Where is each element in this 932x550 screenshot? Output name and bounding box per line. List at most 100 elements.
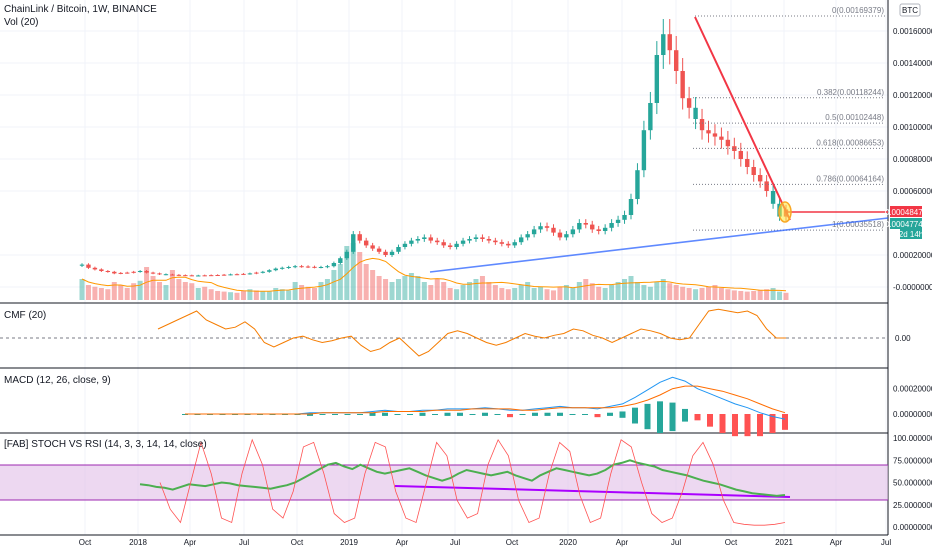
macd-histogram-bar [557, 412, 563, 416]
signal-line [185, 385, 786, 415]
candle-body [609, 223, 614, 228]
volume-bar [499, 288, 505, 300]
volume-bar [370, 270, 376, 300]
volume-bar [725, 289, 731, 300]
volume-bar [189, 283, 195, 300]
candle-body [628, 199, 634, 215]
volume-ma-line [81, 257, 787, 292]
candle-body [318, 267, 324, 268]
volume-bar [208, 289, 214, 300]
volume-bar [98, 288, 104, 300]
volume-bar [234, 292, 240, 300]
price-tick-label: 0.00060000 [893, 187, 932, 196]
volume-bar [460, 285, 466, 300]
volume-bar [383, 279, 389, 300]
candle-body [764, 181, 769, 191]
volume-bar [473, 279, 479, 300]
candle-body [344, 251, 350, 259]
volume-bar [660, 279, 666, 300]
candle-body [202, 275, 207, 277]
currency-badge[interactable] [899, 3, 921, 17]
volume-bar [757, 290, 763, 300]
candle-body [325, 266, 330, 268]
macd-histogram-bar [507, 414, 513, 418]
candle-body [531, 229, 537, 235]
volume-bar [402, 276, 408, 300]
candle-body [137, 271, 143, 272]
stoch-title: [FAB] STOCH VS RSI (14, 3, 3, 14, 14, cl… [4, 439, 207, 450]
candle-body [738, 151, 743, 159]
candle-body [557, 232, 563, 238]
time-tick-label: Oct [291, 538, 304, 547]
stoch-divergence-line [394, 485, 791, 498]
volume-bar [550, 290, 556, 300]
currency-badge-label: BTC [902, 6, 918, 15]
time-axis[interactable]: Oct 2018 Apr Jul Oct 2019 Apr Jul Oct 2020 Apr Jul O… [79, 538, 892, 547]
macd-histogram-bar [719, 414, 726, 433]
volume-bar [634, 282, 640, 300]
time-tick-label: Jul [671, 538, 681, 547]
volume-bar [705, 286, 711, 300]
stoch-tick-label: 0.00000000 [893, 523, 932, 532]
stoch-tick-label: 50.00000000 [893, 479, 932, 488]
volume-bar [525, 282, 531, 300]
candle-body [157, 273, 162, 275]
volume-bar [731, 290, 737, 300]
volume-bar [228, 292, 234, 300]
candle-body [674, 50, 679, 71]
candle-body [363, 240, 369, 246]
volume-bar [596, 286, 602, 300]
time-tick-label: Oct [725, 538, 738, 547]
candle-body [267, 270, 272, 272]
macd-histogram-bar [607, 412, 613, 416]
macd-tick-label: 0.00020000 [893, 385, 932, 394]
candle-body [680, 71, 685, 99]
macd-histogram-bar [419, 412, 426, 416]
volume-bar [602, 288, 608, 300]
volume-bar [492, 285, 498, 300]
volume-bar [680, 286, 686, 300]
fib-level-label: 0.382(0.00118244) [817, 88, 884, 97]
volume-bar [85, 285, 91, 300]
volume-bar [118, 285, 124, 300]
macd-histogram-bar [769, 414, 776, 433]
candle-body [525, 234, 530, 238]
candle-body [506, 243, 511, 246]
candle-body [719, 136, 724, 140]
candle-body [622, 215, 627, 220]
macd-histogram-bar [469, 414, 476, 415]
candle-body [170, 274, 175, 276]
candle-body [712, 133, 718, 137]
time-tick-label: 2021 [775, 538, 793, 547]
volume-bar [770, 288, 776, 300]
volume-bar [628, 276, 634, 300]
volume-bar [764, 289, 770, 300]
candle-body [396, 247, 401, 252]
candle-body [590, 224, 595, 230]
countdown-tag [900, 229, 922, 239]
volume-bar [467, 282, 473, 300]
volume-bar [454, 289, 460, 300]
candle-body [150, 272, 156, 274]
candle-body [228, 274, 233, 276]
macd-histogram-bar [369, 412, 376, 416]
macd-histogram-bar [669, 402, 676, 432]
volume-bar [195, 288, 201, 300]
macd-histogram-bar [619, 411, 626, 418]
candle-body [422, 237, 427, 239]
candle-body [480, 237, 485, 239]
volume-bar [305, 286, 311, 300]
candle-body [467, 239, 472, 241]
cmf-line [157, 308, 786, 357]
candle-body [473, 237, 479, 239]
macd-histogram-bar [707, 414, 713, 427]
time-tick-label: Apr [396, 538, 409, 547]
volume-bar [699, 288, 705, 300]
macd-histogram-bar [782, 414, 788, 430]
volume-bar [415, 276, 421, 300]
price-axis[interactable]: 0.00160000 0.00140000 0.00120000 0.00100000… [893, 27, 932, 292]
time-tick-label: Jul [239, 538, 249, 547]
candle-body [667, 34, 672, 51]
volume-bar [744, 291, 750, 300]
volume-bar [563, 285, 569, 300]
